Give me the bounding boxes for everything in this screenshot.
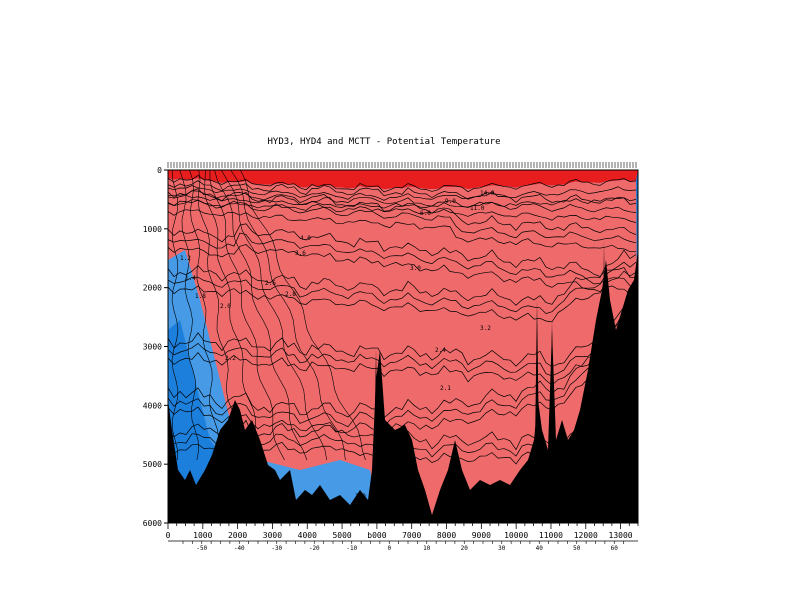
y-tick-label: 0 [157, 166, 162, 175]
seafloor-bathymetry [168, 240, 638, 523]
lat-tick-label: -30 [271, 545, 282, 552]
seafloor-spike [601, 240, 607, 523]
band-fill-warmest [168, 170, 638, 190]
isotherm-label: 11.0 [470, 205, 485, 212]
isotherm-label: 2.6 [265, 280, 276, 287]
isotherm-line-west [195, 170, 261, 461]
seafloor [168, 250, 638, 523]
x-tick-label: 13000 [609, 531, 633, 540]
x-tick-label: 5000 [332, 531, 351, 540]
isotherm-line [168, 199, 637, 223]
x-tick-label: 10000 [504, 531, 528, 540]
isotherm-label: 3.2 [480, 325, 491, 332]
lat-tick-label: 40 [536, 545, 544, 552]
lat-tick-label: -10 [346, 545, 357, 552]
station-ticks-top [167, 162, 637, 168]
y-tick-label: 6000 [143, 519, 162, 528]
isotherm-line [168, 249, 637, 306]
isotherm-line [168, 223, 637, 278]
isotherm-line [168, 190, 637, 213]
isotherm-label: 14.0 [480, 190, 495, 197]
lat-tick-label: 10 [423, 545, 431, 552]
isotherm-label: 2.1 [440, 385, 451, 392]
x-tick-label: b000 [367, 531, 386, 540]
lat-tick-label: -40 [234, 545, 245, 552]
x-tick-label: 7000 [402, 531, 421, 540]
isotherm-line-west [179, 170, 200, 461]
y-tick-label: 1000 [143, 225, 162, 234]
isotherm-label: 4.0 [300, 235, 311, 242]
isotherm-label: 1.2 [180, 255, 191, 262]
isotherm-label: 9.0 [445, 198, 456, 205]
lat-tick-label: 20 [461, 545, 469, 552]
isotherm-label: 2.2 [225, 355, 236, 362]
y-tick-label: 4000 [143, 401, 162, 410]
isotherm-label: 3.6 [295, 250, 306, 257]
y-axis-depth: 0 1000 2000 3000 4000 5000 6000 [143, 166, 168, 528]
isotherm-line [168, 316, 637, 377]
isotherm-line-west [220, 170, 366, 461]
lat-tick-label: 60 [611, 545, 619, 552]
x-tick-label: 4000 [298, 531, 317, 540]
chart-title: HYD3, HYD4 and MCTT - Potential Temperat… [268, 137, 501, 147]
x-tick-label: 2000 [228, 531, 247, 540]
x-tick-label: 12000 [574, 531, 598, 540]
isotherm-line [168, 232, 637, 288]
isotherm-line [168, 188, 637, 235]
x-tick-label: 0 [166, 531, 171, 540]
x-tick-label: 8000 [437, 531, 456, 540]
x-tick-label: 1000 [193, 531, 212, 540]
x-tick-label: 3000 [263, 531, 282, 540]
isotherm-line-west [205, 170, 308, 461]
isotherm-label: 3.0 [410, 265, 421, 272]
y-tick-label: 5000 [143, 460, 162, 469]
isotherm-line-west [171, 170, 179, 461]
isotherm-line-west [215, 170, 346, 461]
isotherm-label: 2.4 [435, 347, 446, 354]
seafloor-spike [534, 300, 540, 523]
x-tick-label: 9000 [472, 531, 491, 540]
isotherm-label: 6.0 [420, 210, 431, 217]
isotherm-line [168, 319, 637, 428]
isotherm-line [168, 244, 637, 295]
isotherm-line-west [210, 170, 327, 461]
lat-tick-label: 30 [498, 545, 506, 552]
isotherm-label: 1.8 [195, 293, 206, 300]
seafloor-spike [373, 350, 379, 523]
y-tick-label: 3000 [143, 343, 162, 352]
isotherm-line-west [200, 170, 285, 461]
x-axis-distance: 0 1000 2000 3000 4000 5000 b000 7000 8000 9000 100… [166, 523, 639, 540]
isotherm-line-west [185, 170, 220, 461]
isotherm-label: 2.8 [285, 291, 296, 298]
isotherm-line [168, 199, 637, 244]
isotherm-line [168, 270, 637, 323]
x-axis-latitude: -50 -40 -30 -20 -10 0 10 20 30 40 50 60 [168, 540, 638, 552]
isotherm-line [168, 306, 637, 368]
lat-tick-label: -20 [309, 545, 320, 552]
lat-tick-label: -50 [196, 545, 207, 552]
isotherm-line [168, 261, 637, 314]
x-tick-label: 11000 [539, 531, 563, 540]
isotherm-label: 2.0 [220, 303, 231, 310]
isotherm-label: 1.4 [185, 275, 196, 282]
lat-tick-label: 0 [387, 545, 391, 552]
lat-tick-label: 50 [573, 545, 581, 552]
isotherm-line [168, 324, 637, 386]
y-tick-label: 2000 [143, 284, 162, 293]
seafloor-spike [549, 320, 555, 523]
isotherm-line [168, 185, 637, 201]
isotherm-line [168, 174, 637, 193]
